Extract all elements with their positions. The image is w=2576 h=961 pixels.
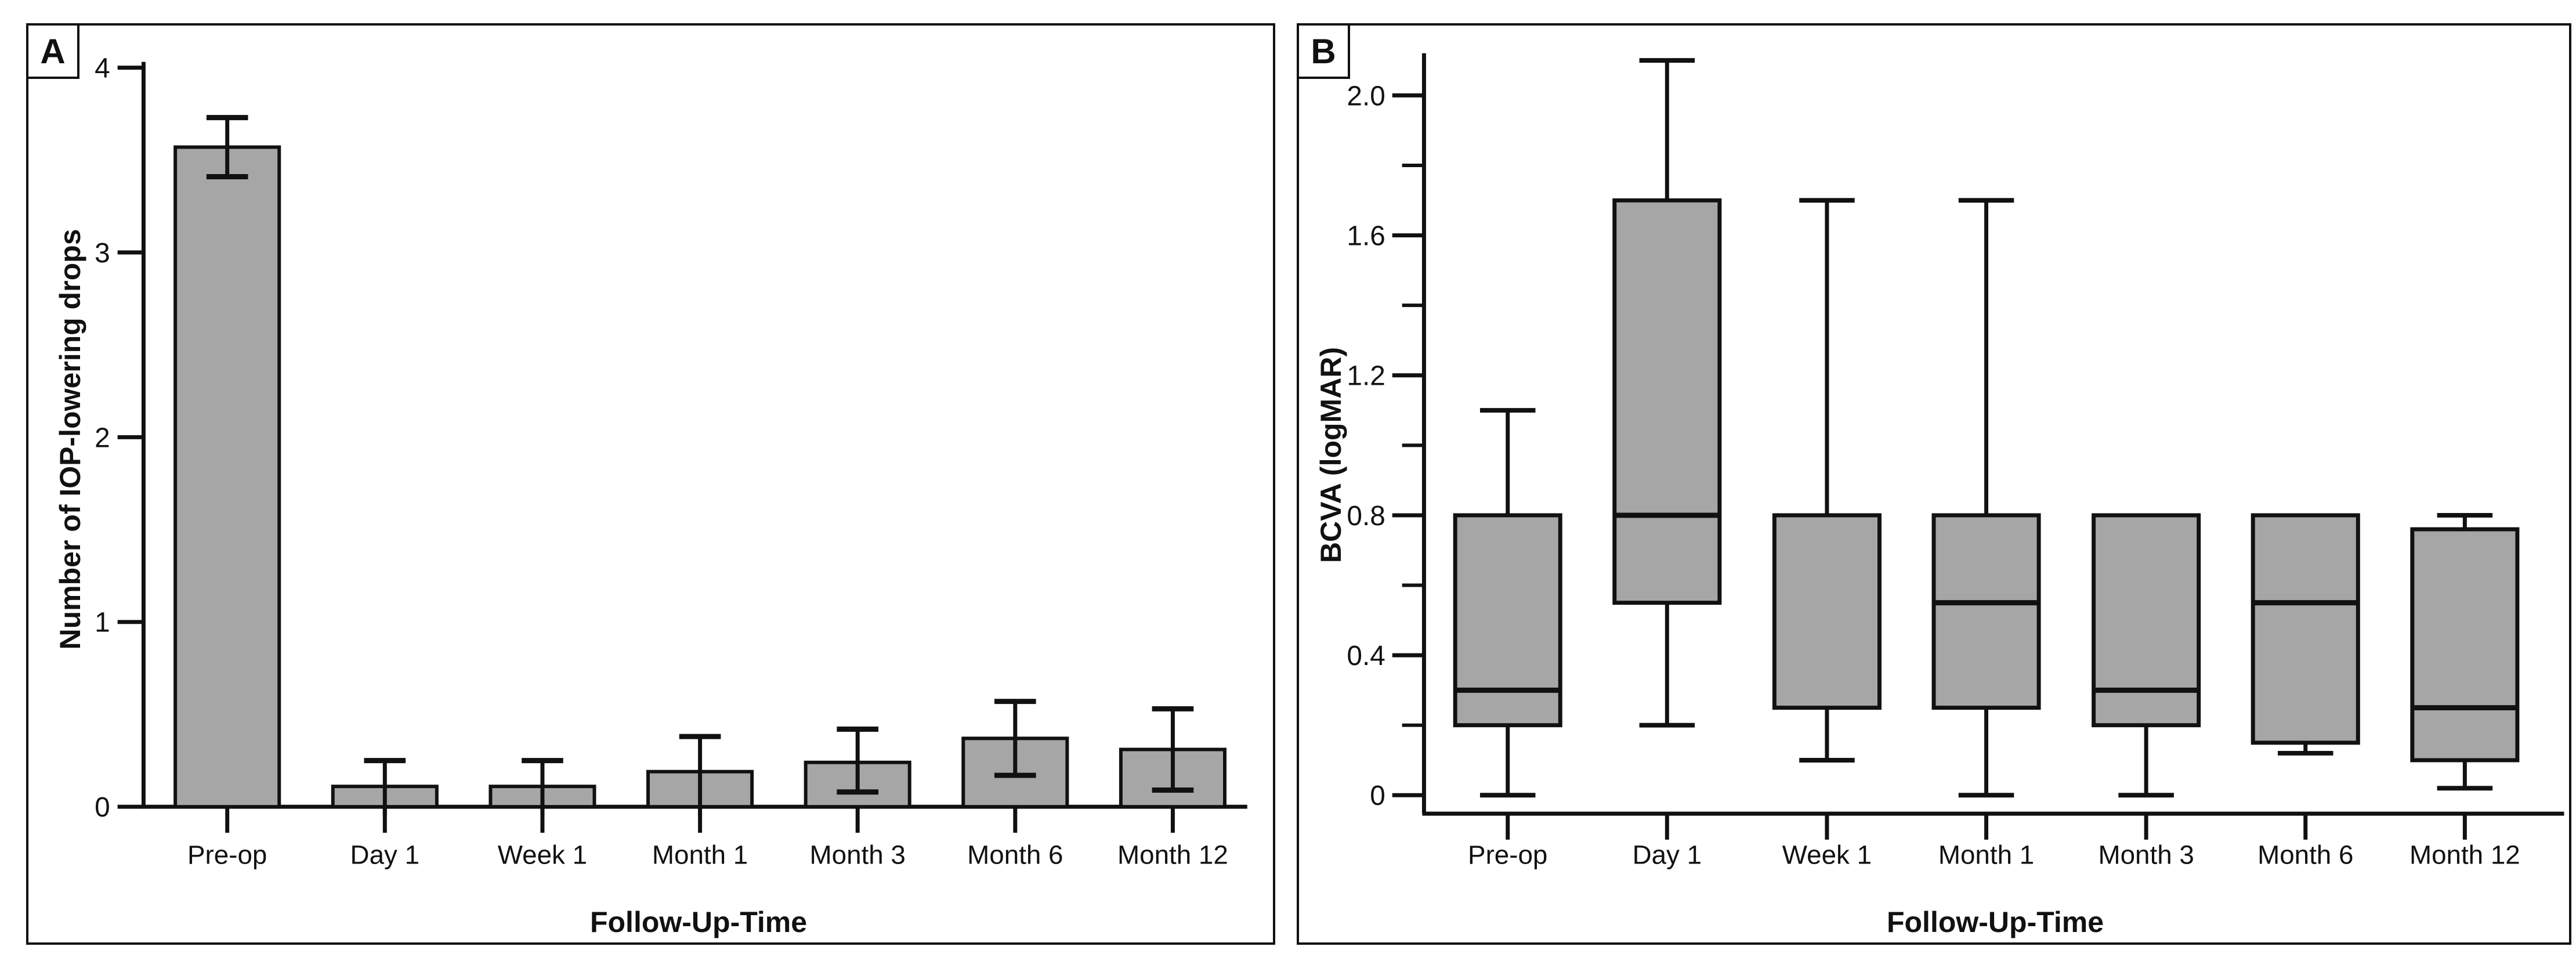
box	[2410, 527, 2520, 763]
panel-a-badge: A	[26, 23, 79, 79]
x-category-label: Month 6	[967, 840, 1063, 870]
box	[2092, 513, 2201, 728]
x-category-label: Pre-op	[1468, 840, 1547, 870]
x-category-label: Month 6	[2257, 840, 2353, 870]
x-category-label: Month 12	[2409, 840, 2520, 870]
panel-b-badge-letter: B	[1311, 31, 1336, 71]
panel-b-x-axis-title: Follow-Up-Time	[1886, 906, 2104, 938]
box	[1931, 513, 2041, 710]
y-tick-label: 2.0	[1347, 81, 1385, 111]
x-category-label: Day 1	[1633, 840, 1702, 870]
panel-a: A 0 1 2 3 4 Pre-op Day 1 Week 1 Month 1 Month 3 Mo…	[26, 23, 1275, 945]
y-tick-label: 0	[1370, 781, 1385, 811]
x-category-label: Month 3	[810, 840, 906, 870]
x-category-label: Week 1	[498, 840, 587, 870]
panel-a-bar-chart: 0 1 2 3 4 Pre-op Day 1 Week 1 Month 1 Month 3 Mont…	[95, 53, 1247, 870]
x-category-label: Month 3	[2098, 840, 2194, 870]
panel-a-y-axis-title: Number of IOP-lowering drops	[54, 229, 86, 650]
panel-b-badge: B	[1297, 23, 1350, 79]
x-category-label: Month 1	[1938, 840, 2034, 870]
y-tick-label: 0.4	[1347, 641, 1385, 671]
y-tick-label: 0	[95, 792, 110, 823]
x-category-label: Week 1	[1782, 840, 1872, 870]
x-category-label: Pre-op	[187, 840, 267, 870]
box	[1772, 513, 1882, 710]
panel-b-y-axis-title: BCVA (logMAR)	[1315, 346, 1347, 563]
panel-b: B 0 0.4 0.8 1.2 1.6 2.0 Pre-op Day 1 Week 1 Month…	[1297, 23, 2571, 945]
panel-b-box-plot: 0 0.4 0.8 1.2 1.6 2.0 Pre-op Day 1 Week 1 Month 1…	[1347, 53, 2564, 870]
y-tick-label: 1.2	[1347, 361, 1385, 392]
y-tick-label: 1	[95, 608, 110, 638]
y-tick-label: 4	[95, 53, 110, 84]
x-category-label: Day 1	[350, 840, 420, 870]
box	[1453, 513, 1562, 728]
y-tick-label: 0.8	[1347, 501, 1385, 532]
x-category-label: Month 12	[1117, 840, 1228, 870]
box	[1612, 198, 1722, 605]
panel-a-x-axis-title: Follow-Up-Time	[589, 906, 808, 938]
x-category-label: Month 1	[652, 840, 748, 870]
y-tick-label: 2	[95, 422, 110, 453]
panel-a-badge-letter: A	[40, 31, 66, 71]
y-tick-label: 3	[95, 238, 110, 269]
y-tick-label: 1.6	[1347, 221, 1385, 251]
box	[2251, 513, 2360, 745]
bar	[173, 145, 281, 809]
